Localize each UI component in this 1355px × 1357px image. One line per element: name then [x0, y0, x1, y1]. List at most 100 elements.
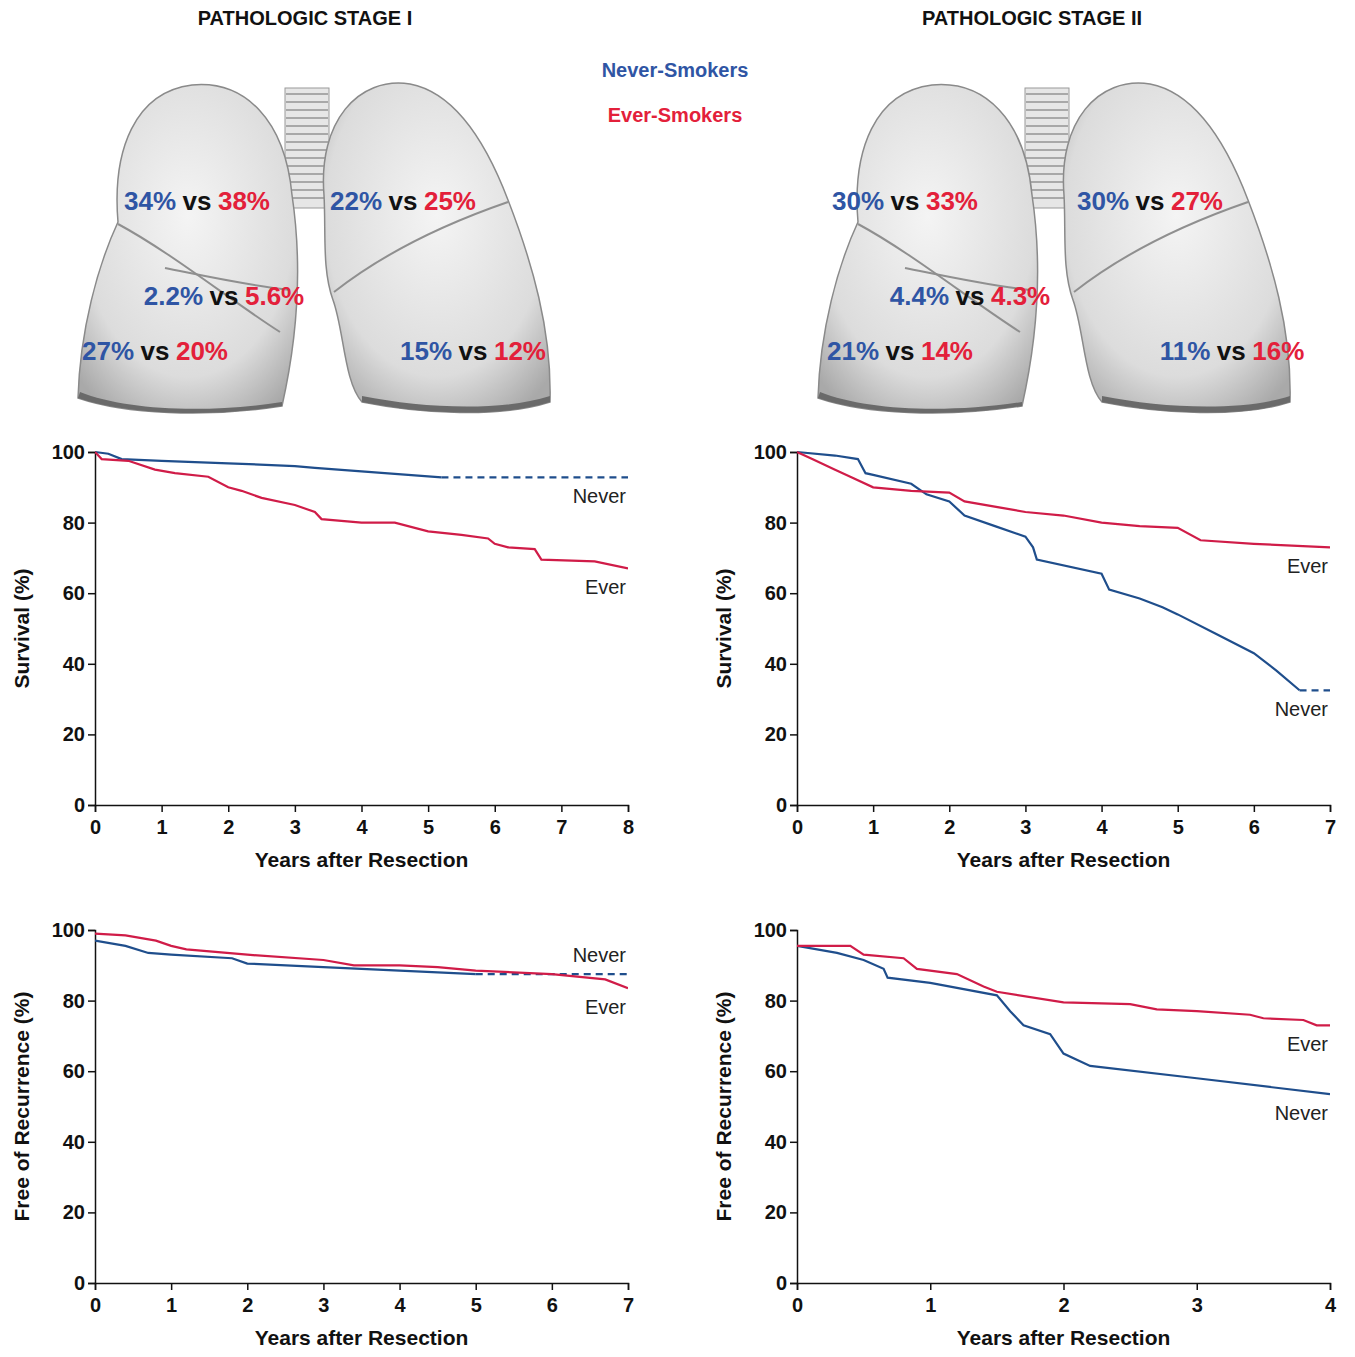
- series-label: Ever: [1287, 1033, 1328, 1055]
- x-tick-label: 3: [290, 816, 301, 838]
- lobe-label: 15%vs12%: [400, 336, 546, 366]
- y-tick-label: 100: [52, 919, 85, 941]
- x-tick: 6: [1249, 805, 1260, 838]
- y-tick-label: 80: [765, 511, 787, 533]
- y-tick-label: 20: [63, 723, 85, 745]
- x-tick-mark: [323, 1283, 325, 1290]
- y-tick-mark: [88, 593, 95, 595]
- y-tick-label: 40: [63, 653, 85, 675]
- y-tick-mark: [790, 930, 797, 932]
- separator: vs: [886, 336, 915, 366]
- fissure: [858, 224, 1020, 332]
- x-tick: 6: [547, 1283, 558, 1316]
- y-tick-label: 0: [776, 1272, 787, 1294]
- separator: vs: [210, 281, 239, 311]
- y-axis-line: [88, 453, 96, 806]
- y-tick: 80: [63, 511, 95, 533]
- y-tick: 60: [63, 582, 95, 604]
- y-tick-mark: [88, 1000, 95, 1002]
- y-tick-label: 40: [765, 653, 787, 675]
- trachea-ring: [1026, 125, 1068, 127]
- y-tick-label: 100: [52, 441, 85, 463]
- line-chart: 012345678020406080100Years after Resecti…: [10, 441, 634, 871]
- y-tick: 0: [776, 1272, 797, 1294]
- series-line: [95, 934, 628, 989]
- y-tick-label: 60: [63, 1060, 85, 1082]
- lobe-label: 21%vs14%: [827, 336, 973, 366]
- x-tick-label: 3: [1192, 1294, 1203, 1316]
- y-tick-label: 20: [63, 1201, 85, 1223]
- key-entry: Ever-Smokers: [608, 104, 743, 126]
- x-tick-label: 1: [157, 816, 168, 838]
- x-tick: 2: [242, 1283, 253, 1316]
- line-chart: 01234567020406080100Years after Resectio…: [10, 919, 634, 1349]
- y-tick-label: 0: [74, 1272, 85, 1294]
- series-line: [797, 452, 1330, 547]
- y-tick: 40: [63, 653, 95, 675]
- never-value: 30%: [1077, 186, 1129, 216]
- lung-base: [1102, 396, 1290, 413]
- x-tick: 2: [223, 805, 234, 838]
- y-tick-label: 60: [765, 1060, 787, 1082]
- x-axis-title: Years after Resection: [957, 1326, 1171, 1349]
- x-tick-mark: [295, 805, 297, 812]
- y-tick: 0: [74, 794, 95, 816]
- x-tick: 0: [792, 1283, 803, 1316]
- line-chart: 01234567020406080100Years after Resectio…: [712, 441, 1336, 871]
- series-label: Ever: [585, 996, 626, 1018]
- x-tick: 2: [1058, 1283, 1069, 1316]
- y-tick-mark: [88, 522, 95, 524]
- trachea-ring: [286, 149, 328, 151]
- y-tick-mark: [88, 1283, 95, 1285]
- y-tick: 60: [765, 582, 797, 604]
- trachea-ring: [286, 109, 328, 111]
- trachea-ring: [1026, 101, 1068, 103]
- never-value: 11%: [1160, 336, 1211, 366]
- lung-diagram: [78, 83, 550, 413]
- x-tick-label: 1: [868, 816, 879, 838]
- trachea-ring: [1026, 173, 1068, 175]
- panel-title: PATHOLOGIC STAGE II: [922, 7, 1142, 29]
- x-tick-label: 1: [925, 1294, 936, 1316]
- ever-value: 12%: [494, 336, 546, 366]
- y-tick-mark: [790, 522, 797, 524]
- y-tick-label: 60: [63, 582, 85, 604]
- never-value: 27%: [82, 336, 134, 366]
- x-tick-label: 6: [490, 816, 501, 838]
- never-value: 21%: [827, 336, 879, 366]
- x-tick-label: 8: [623, 816, 634, 838]
- trachea-ring: [1026, 133, 1068, 135]
- x-tick-mark: [1197, 1283, 1199, 1290]
- y-tick-mark: [88, 805, 95, 807]
- y-tick: 20: [63, 1201, 95, 1223]
- trachea-ring: [286, 181, 328, 183]
- x-tick-label: 2: [242, 1294, 253, 1316]
- x-tick-label: 4: [395, 1294, 407, 1316]
- x-tick-label: 4: [1097, 816, 1109, 838]
- x-tick: 4: [1325, 1283, 1337, 1316]
- x-tick-label: 0: [792, 1294, 803, 1316]
- trachea-ring: [286, 117, 328, 119]
- never-value: 22%: [330, 186, 382, 216]
- y-tick-mark: [790, 1000, 797, 1002]
- x-tick-mark: [930, 1283, 932, 1290]
- y-tick-label: 40: [63, 1131, 85, 1153]
- never-value: 34%: [124, 186, 176, 216]
- trachea-ring: [286, 157, 328, 159]
- key-entry: Never-Smokers: [602, 59, 749, 81]
- y-tick: 80: [765, 990, 797, 1012]
- x-tick-label: 4: [1325, 1294, 1337, 1316]
- x-tick-mark: [628, 1283, 630, 1290]
- y-tick-label: 0: [74, 794, 85, 816]
- separator: vs: [459, 336, 488, 366]
- separator: vs: [389, 186, 418, 216]
- x-tick: 4: [356, 805, 368, 838]
- never-value: 2.2%: [144, 281, 203, 311]
- series-label: Ever: [585, 576, 626, 598]
- x-tick-mark: [1063, 1283, 1065, 1290]
- trachea-ring: [1026, 93, 1068, 95]
- series-label: Never: [1275, 1102, 1329, 1124]
- y-tick-mark: [790, 805, 797, 807]
- x-tick-mark: [1025, 805, 1027, 812]
- y-tick-label: 20: [765, 1201, 787, 1223]
